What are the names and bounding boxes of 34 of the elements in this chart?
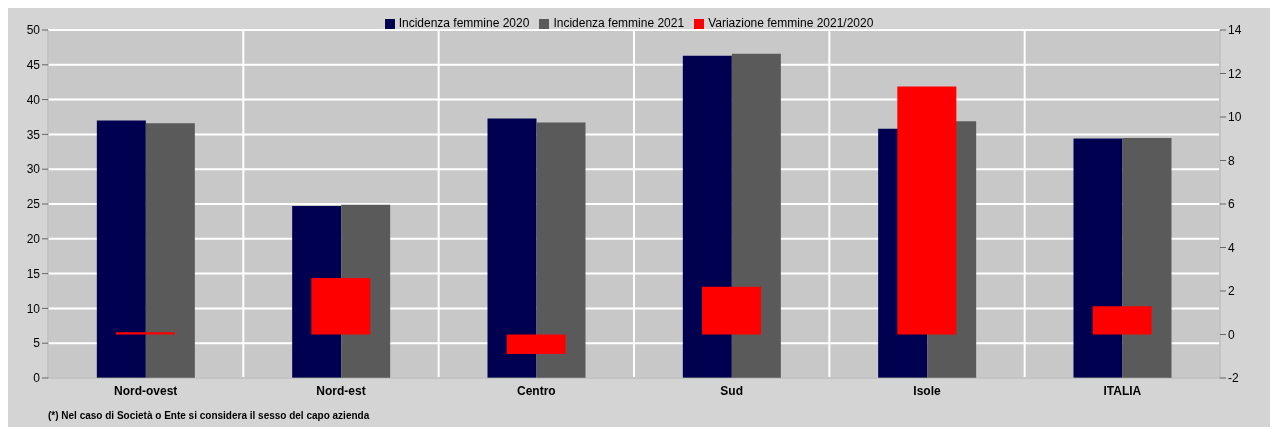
y-tick-label: 25 — [26, 197, 41, 212]
y-tick-label: 5 — [33, 336, 41, 351]
y2-tick-label: 12 — [1228, 66, 1242, 81]
y2-tick-label: -2 — [1228, 371, 1239, 386]
y-tick-label: 45 — [26, 58, 41, 73]
x-tick-label: Nord-est — [316, 383, 366, 398]
y-tick-label: 10 — [26, 301, 41, 316]
y2-tick-label: 10 — [1228, 110, 1242, 125]
y-tick-label: 30 — [26, 162, 41, 177]
y-tick-label: 35 — [26, 127, 41, 142]
bar — [506, 334, 566, 355]
y2-tick-label: 6 — [1228, 197, 1235, 212]
y-tick-label: 20 — [26, 232, 41, 247]
y2-tick-label: 8 — [1228, 153, 1235, 168]
legend-label: Incidenza femmine 2021 — [553, 16, 685, 30]
x-tick-label: ITALIA — [1103, 383, 1142, 398]
y-tick-label: 40 — [26, 92, 41, 107]
y2-tick-label: 2 — [1228, 284, 1235, 299]
bar — [702, 286, 761, 335]
bar — [1092, 306, 1152, 335]
x-tick-label: Sud — [720, 383, 743, 398]
legend-label: Variazione femmine 2021/2020 — [708, 16, 874, 30]
y-tick-label: 15 — [26, 266, 41, 281]
y2-tick-label: 4 — [1228, 240, 1235, 255]
x-tick-label: Isole — [913, 383, 941, 398]
y2-tick-label: 14 — [1228, 23, 1242, 38]
bar — [116, 332, 175, 335]
legend-label: Incidenza femmine 2020 — [398, 16, 530, 30]
y2-tick-label: 0 — [1228, 327, 1235, 342]
y-tick-label: 0 — [33, 371, 41, 386]
x-tick-label: Centro — [517, 383, 556, 398]
y-tick-label: 50 — [26, 23, 41, 38]
x-tick-label: Nord-ovest — [113, 383, 178, 398]
text: (*) Nel caso di Società o Ente si considera il sesso del capo azienda — [47, 409, 371, 423]
